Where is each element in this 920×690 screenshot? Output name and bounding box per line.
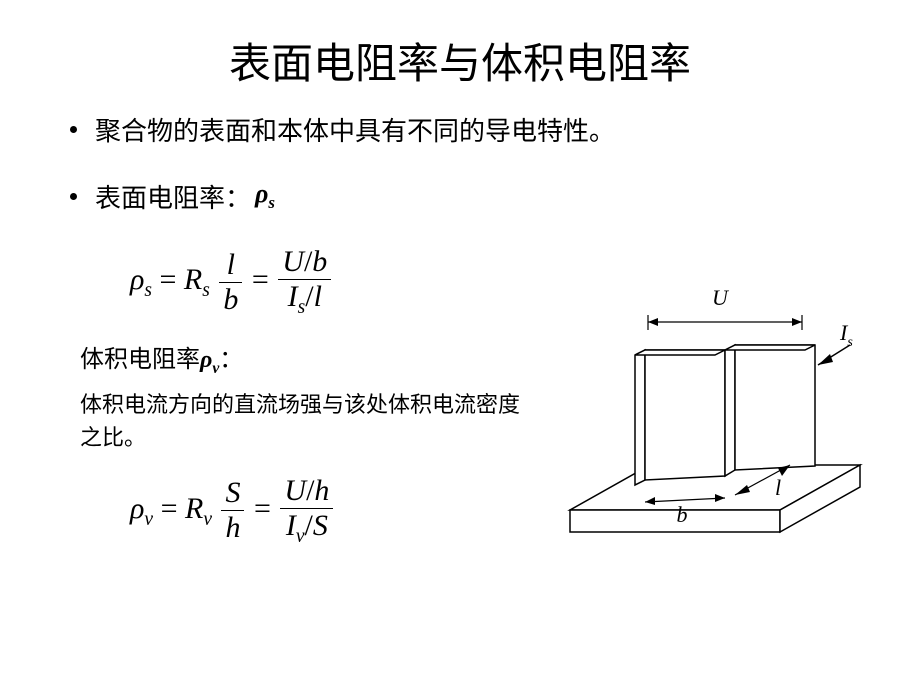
l-label: l [775, 475, 781, 500]
f1-frac-right: U/b Is/l [278, 245, 331, 319]
f2-frac-sh: S h [221, 476, 244, 545]
f1-lhs: ρs [130, 263, 160, 296]
slide-container: 表面电阻率与体积电阻率 聚合物的表面和本体中具有不同的导电特性。 表面电阻率： … [0, 0, 920, 690]
u-arrow-left [648, 318, 658, 326]
diagram-svg: U Is b l [560, 270, 870, 560]
base-front [570, 510, 780, 532]
f2-rv: Rv [185, 492, 219, 525]
volume-description: 体积电流方向的直流场强与该处体积电流密度之比。 [80, 388, 530, 454]
u-arrow-right [792, 318, 802, 326]
bullet-2: 表面电阻率： ρs [70, 178, 870, 215]
b-label: b [677, 502, 688, 527]
f2-frac-right: U/h Iv/S [280, 474, 333, 548]
bullet-1: 聚合物的表面和本体中具有不同的导电特性。 [70, 111, 870, 148]
f1-frac-lb: l b [219, 248, 242, 317]
plate-right-side [725, 345, 735, 476]
plate-left-side [635, 350, 645, 485]
rho-s-symbol: ρs [255, 179, 275, 213]
bullet-2-prefix: 表面电阻率： [95, 178, 251, 215]
is-arrowhead [818, 354, 833, 365]
f1-rs: Rs [184, 263, 217, 296]
bullet-1-text: 聚合物的表面和本体中具有不同的导电特性。 [95, 111, 615, 148]
rho-char: ρ [255, 179, 268, 208]
plate-left-front [645, 350, 725, 480]
is-label: Is [839, 320, 853, 350]
electrodes-diagram: U Is b l [560, 270, 870, 560]
plate-left-top [635, 350, 725, 355]
plate-right-top [725, 345, 815, 350]
plate-right-front [735, 345, 815, 470]
f2-lhs: ρv [130, 492, 161, 525]
u-label: U [712, 285, 730, 310]
bullet-dot-icon [70, 126, 77, 133]
bullet-dot-icon [70, 193, 77, 200]
rho-sub: s [268, 194, 275, 213]
slide-title: 表面电阻率与体积电阻率 [50, 30, 870, 91]
